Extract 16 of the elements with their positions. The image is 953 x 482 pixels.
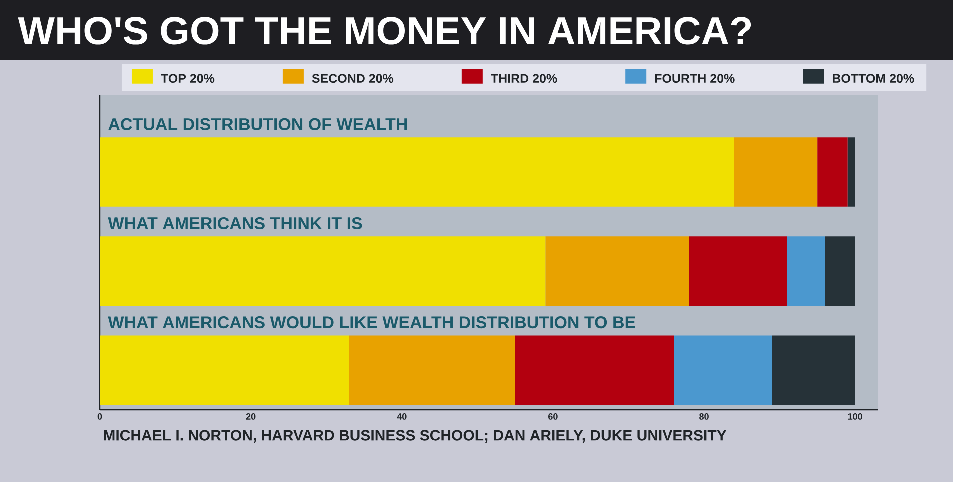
legend-label: TOP 20% [161,74,215,84]
x-tick-label: 100 [848,414,862,420]
y-tick-label: WHAT AMERICANS WOULD LIKE WEALTH DISTRIBUTION TO BE [108,316,636,329]
x-tick-label: 20 [246,414,256,420]
x-tick-label: 40 [397,414,407,420]
x-tick-label: 60 [548,414,558,420]
legend-label: SECOND 20% [312,74,394,84]
legend-label: FOURTH 20% [655,74,735,84]
y-tick-label: ACTUAL DISTRIBUTION OF WEALTH [108,118,408,130]
x-tick-label: 80 [700,414,709,420]
legend-label: THIRD 20% [491,74,558,84]
text: MICHAEL I. NORTON, HARVARD BUSINESS SCHOOL; DAN ARIELY, DUKE UNIVERSITY [104,430,727,443]
y-tick-label: WHAT AMERICANS THINK IT IS [108,217,362,230]
chart-title: WHO'S GOT THE MONEY IN AMERICA? [18,17,752,45]
legend-label: BOTTOM 20% [832,74,914,84]
x-tick-label: 0 [98,414,102,420]
